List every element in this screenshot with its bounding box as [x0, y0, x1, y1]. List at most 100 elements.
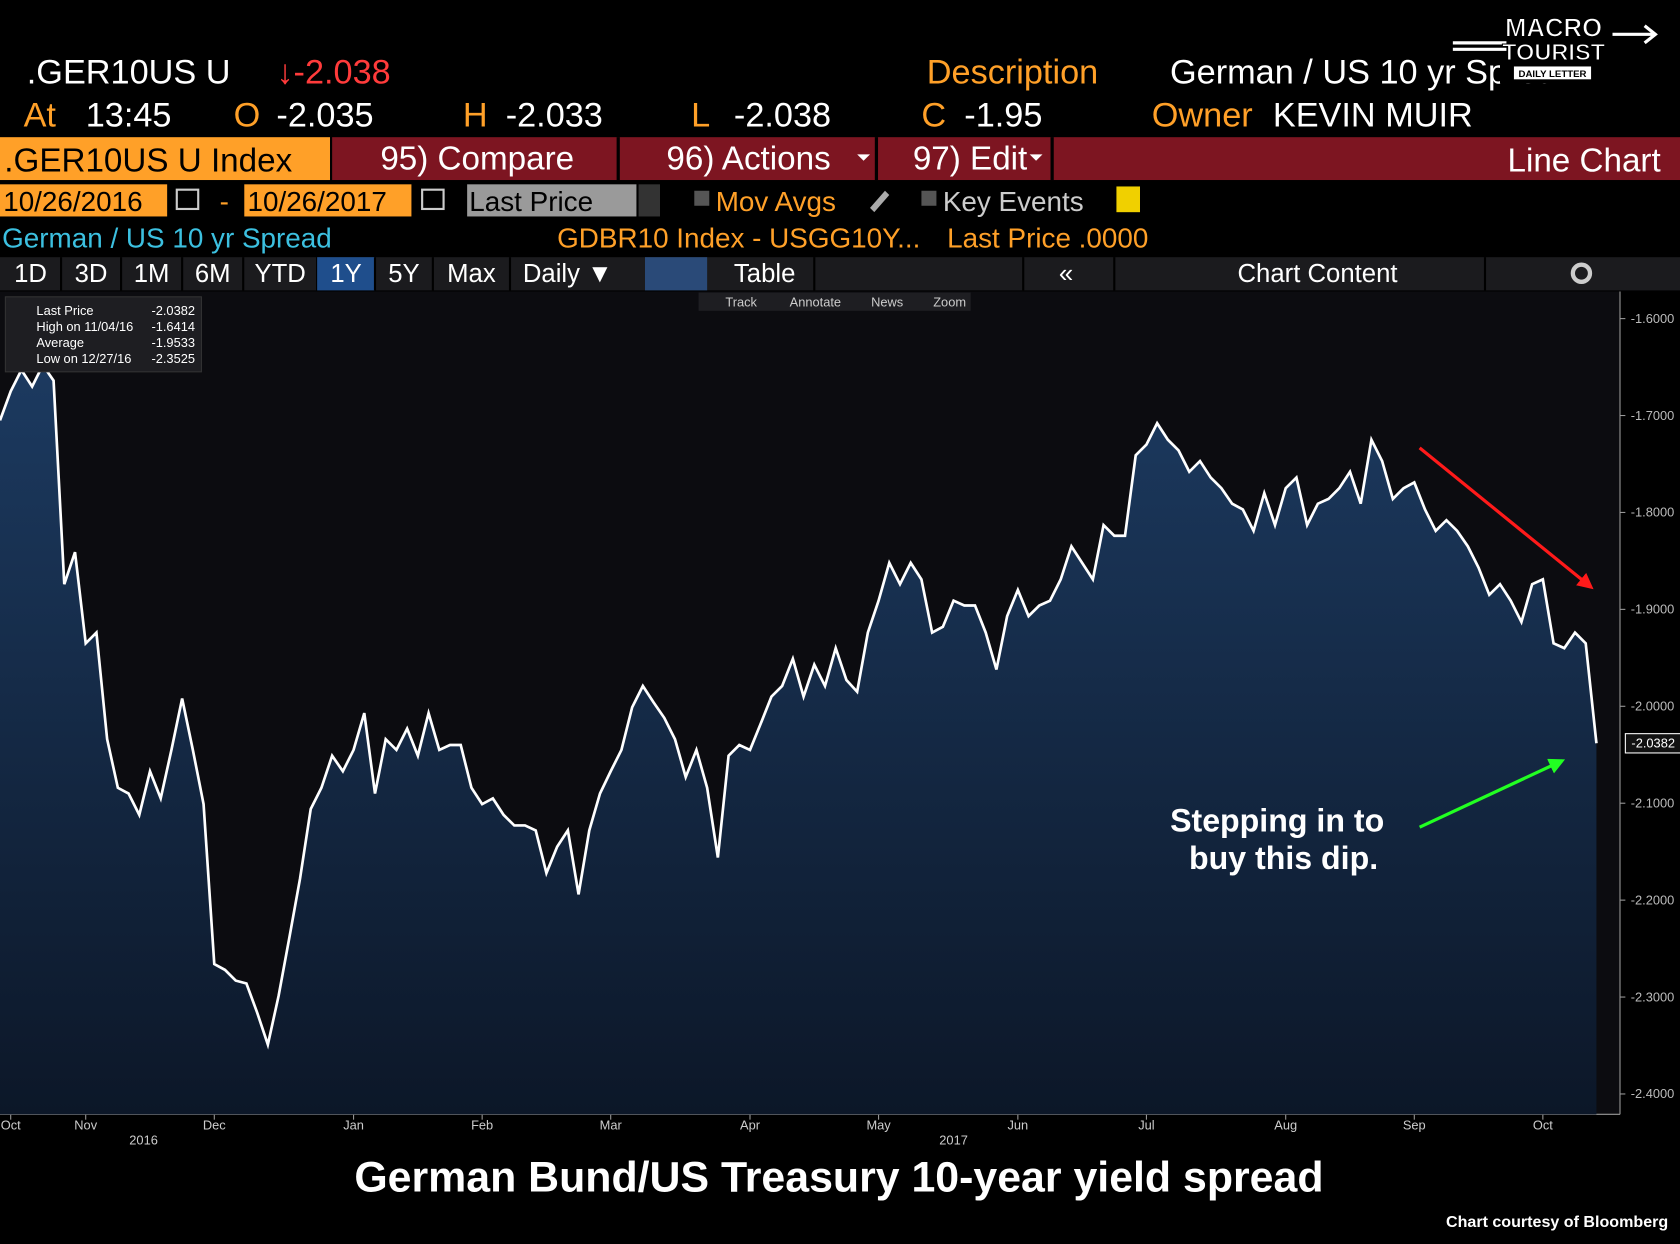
x-tick-label: Jan — [343, 1117, 364, 1132]
ticker: .GER10US U — [27, 54, 231, 92]
logo-text: TOURIST — [1502, 39, 1606, 65]
field[interactable]: Last Price — [469, 186, 593, 217]
y-tick-label: -2.3000 — [1631, 989, 1675, 1004]
tab-bar — [0, 257, 1680, 291]
y-tick-label: -1.8000 — [1631, 505, 1675, 520]
x-tick-label: May — [866, 1117, 891, 1132]
gear-icon[interactable] — [1570, 262, 1593, 284]
menu-button[interactable]: 97) Edit — [913, 140, 1027, 177]
y-tick-label: -2.2000 — [1631, 892, 1675, 907]
annotation: Stepping in to — [1170, 802, 1384, 838]
checkbox[interactable] — [694, 190, 710, 206]
label: Owner — [1152, 96, 1253, 134]
x-tick-label: Feb — [471, 1117, 493, 1132]
arrow — [1418, 758, 1566, 829]
value: -2.035 — [276, 96, 373, 134]
end-date[interactable]: 10/26/2017 — [247, 186, 386, 217]
chart-icon[interactable] — [645, 257, 708, 291]
last-value-tag — [1624, 733, 1680, 754]
tool[interactable]: Track — [725, 294, 757, 309]
tab-selected — [317, 257, 375, 291]
checkbox[interactable] — [921, 190, 937, 206]
y-tick-label: -1.6000 — [1631, 311, 1675, 326]
area — [0, 365, 1597, 1115]
label: C — [921, 96, 946, 134]
option[interactable]: Mov Avgs — [716, 186, 836, 217]
tool[interactable]: Annotate — [790, 294, 841, 309]
tab[interactable]: YTD — [254, 260, 305, 288]
menu-button[interactable]: 95) Compare — [380, 140, 574, 177]
last-value-label: -2.0382 — [1631, 736, 1675, 751]
chart-type[interactable]: Line Chart — [1508, 142, 1661, 179]
x-tick-label: Dec — [203, 1117, 226, 1132]
y-tick-label: -2.1000 — [1631, 795, 1675, 810]
tab[interactable]: Max — [447, 260, 496, 288]
tab[interactable]: Table — [734, 260, 795, 288]
date-input[interactable] — [0, 184, 168, 217]
series-title: German / US 10 yr Spread — [2, 223, 332, 254]
tool[interactable]: News — [871, 294, 903, 309]
x-tick-label: Oct — [1, 1117, 21, 1132]
security-box[interactable] — [0, 137, 330, 181]
line — [0, 362, 1598, 1050]
legend-value: -1.6414 — [151, 319, 195, 334]
legend-label: Last Price — [36, 303, 93, 318]
x-tick-label: Mar — [600, 1117, 623, 1132]
security[interactable]: .GER10US U Index — [4, 142, 292, 179]
tab[interactable]: 1D — [14, 260, 47, 288]
value: KEVIN MUIR — [1273, 96, 1473, 134]
description: German / US 10 yr Sprea — [1170, 54, 1558, 92]
date-separator: - — [220, 186, 229, 217]
calendar-icon[interactable] — [421, 188, 445, 211]
x-tick-label: Apr — [740, 1117, 761, 1132]
pencil-icon[interactable] — [870, 190, 890, 213]
x-group-label: 2016 — [129, 1132, 158, 1147]
logo-text: MACRO — [1505, 14, 1602, 42]
x-tick-label: Jul — [1138, 1117, 1154, 1132]
tab[interactable]: 5Y — [388, 260, 419, 288]
info-icon[interactable] — [1116, 186, 1140, 213]
x-tick-label: Sep — [1403, 1117, 1426, 1132]
separator — [616, 137, 1054, 181]
logo: MACRO TOURIST DAILY LETTER — [1452, 10, 1658, 84]
dropdown-arrow — [857, 154, 870, 161]
tab[interactable]: 6M — [195, 260, 231, 288]
separator — [813, 257, 1487, 291]
legend-value: -2.3525 — [151, 351, 195, 366]
start-date[interactable]: 10/26/2016 — [3, 186, 142, 217]
tool-bar — [698, 292, 971, 311]
dropdown[interactable] — [638, 184, 660, 217]
function-band — [332, 137, 1680, 181]
change: ↓-2.038 — [276, 54, 390, 92]
menu-button[interactable]: 96) Actions — [666, 140, 830, 177]
y-tick-label: -1.9000 — [1631, 602, 1675, 617]
calendar-icon[interactable] — [175, 188, 200, 211]
tab[interactable]: 1Y — [330, 260, 361, 288]
field-select[interactable] — [467, 184, 637, 217]
collapse[interactable]: « — [1059, 260, 1073, 288]
value: -1.95 — [964, 96, 1042, 134]
chart-title: German Bund/US Treasury 10-year yield sp… — [354, 1153, 1323, 1201]
x-group-label: 2017 — [939, 1132, 968, 1147]
tab[interactable]: Chart Content — [1238, 260, 1398, 288]
y-tick-label: -2.0000 — [1631, 699, 1675, 714]
tool[interactable]: Zoom — [933, 294, 966, 309]
option[interactable]: Key Events — [943, 186, 1084, 217]
x-tick-label: Jun — [1007, 1117, 1028, 1132]
label: At — [24, 96, 57, 134]
label: L — [691, 96, 710, 134]
field-value: Last Price .0000 — [947, 223, 1148, 254]
tab[interactable]: 1M — [134, 260, 170, 288]
formula: GDBR10 Index - USGG10Y... — [557, 223, 920, 254]
logo-text: DAILY LETTER — [1519, 69, 1587, 80]
tab[interactable]: 3D — [75, 260, 108, 288]
x-tick-label: Nov — [74, 1117, 97, 1132]
y-tick-label: -1.7000 — [1631, 408, 1675, 423]
label: H — [463, 96, 488, 134]
tab[interactable]: Daily ▼ — [523, 260, 613, 288]
annotation: buy this dip. — [1189, 840, 1378, 876]
legend-label: High on 11/04/16 — [36, 319, 133, 334]
x-tick-label: Aug — [1274, 1117, 1297, 1132]
date-input[interactable] — [244, 184, 412, 217]
